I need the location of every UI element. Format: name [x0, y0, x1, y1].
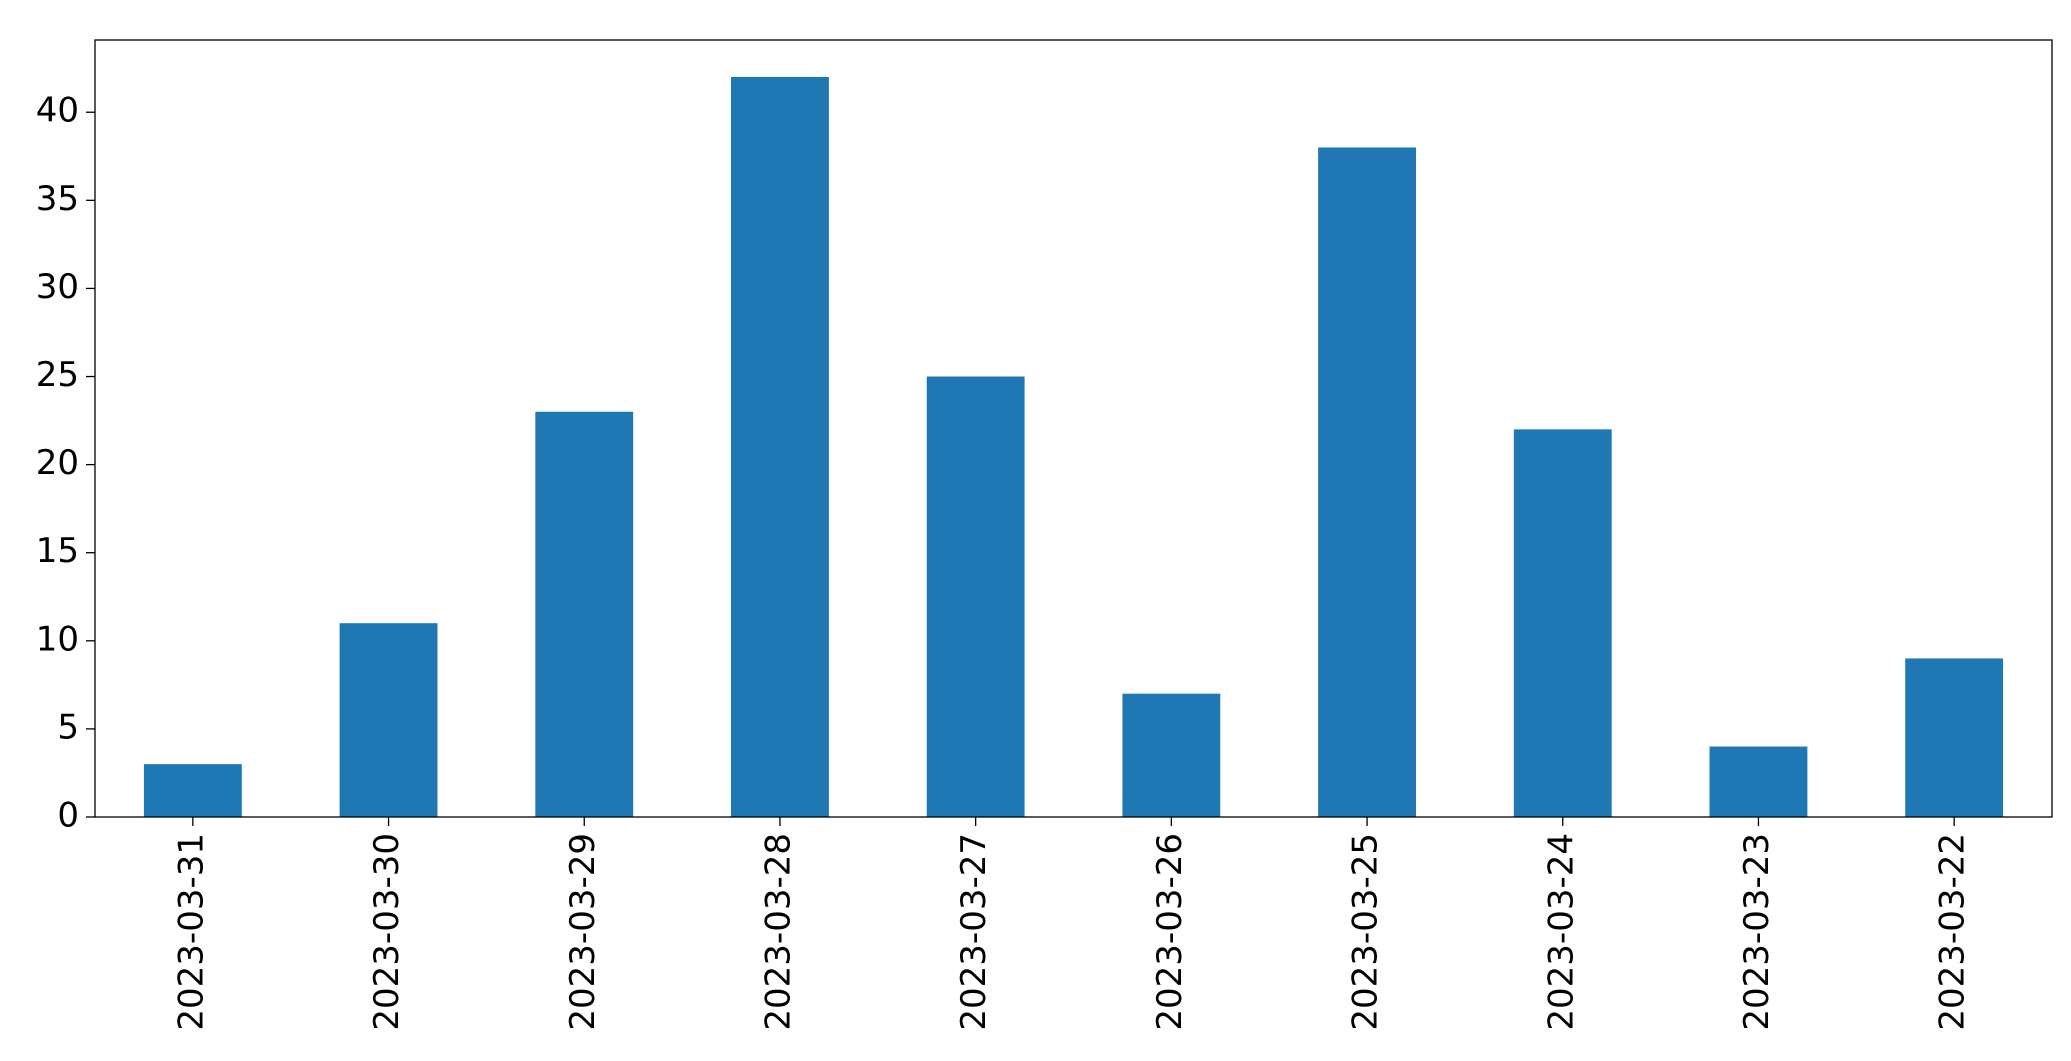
y-tick-label: 10: [36, 619, 79, 659]
x-tick-label: 2023-03-30: [367, 833, 407, 1031]
bar: [143, 764, 242, 817]
bar: [535, 411, 634, 817]
x-tick-label: 2023-03-25: [1346, 833, 1386, 1031]
bar: [1709, 746, 1808, 817]
bar: [1513, 429, 1612, 817]
y-tick-label: 5: [57, 707, 79, 747]
y-tick-label: 30: [36, 267, 79, 307]
x-tick-label: 2023-03-24: [1541, 833, 1581, 1031]
bar: [1905, 658, 2004, 817]
bar: [1318, 147, 1416, 817]
y-tick-label: 0: [57, 796, 79, 836]
y-tick-label: 15: [36, 531, 79, 571]
y-tick-label: 20: [36, 443, 79, 483]
x-tick-label: 2023-03-31: [171, 833, 211, 1031]
x-tick-label: 2023-03-23: [1737, 833, 1777, 1031]
x-tick-label: 2023-03-26: [1150, 833, 1190, 1031]
y-tick-label: 25: [36, 355, 79, 395]
bar: [926, 376, 1025, 817]
bar: [731, 77, 829, 817]
x-tick-label: 2023-03-27: [954, 833, 994, 1031]
bar: [339, 623, 438, 817]
x-tick-label: 2023-03-29: [563, 833, 603, 1031]
y-tick-label: 35: [36, 179, 79, 219]
axes-frame: [94, 39, 2053, 818]
x-tick-label: 2023-03-28: [758, 833, 798, 1031]
bar: [1122, 693, 1221, 817]
y-tick-label: 40: [36, 91, 79, 131]
x-tick-label: 2023-03-22: [1933, 833, 1973, 1031]
